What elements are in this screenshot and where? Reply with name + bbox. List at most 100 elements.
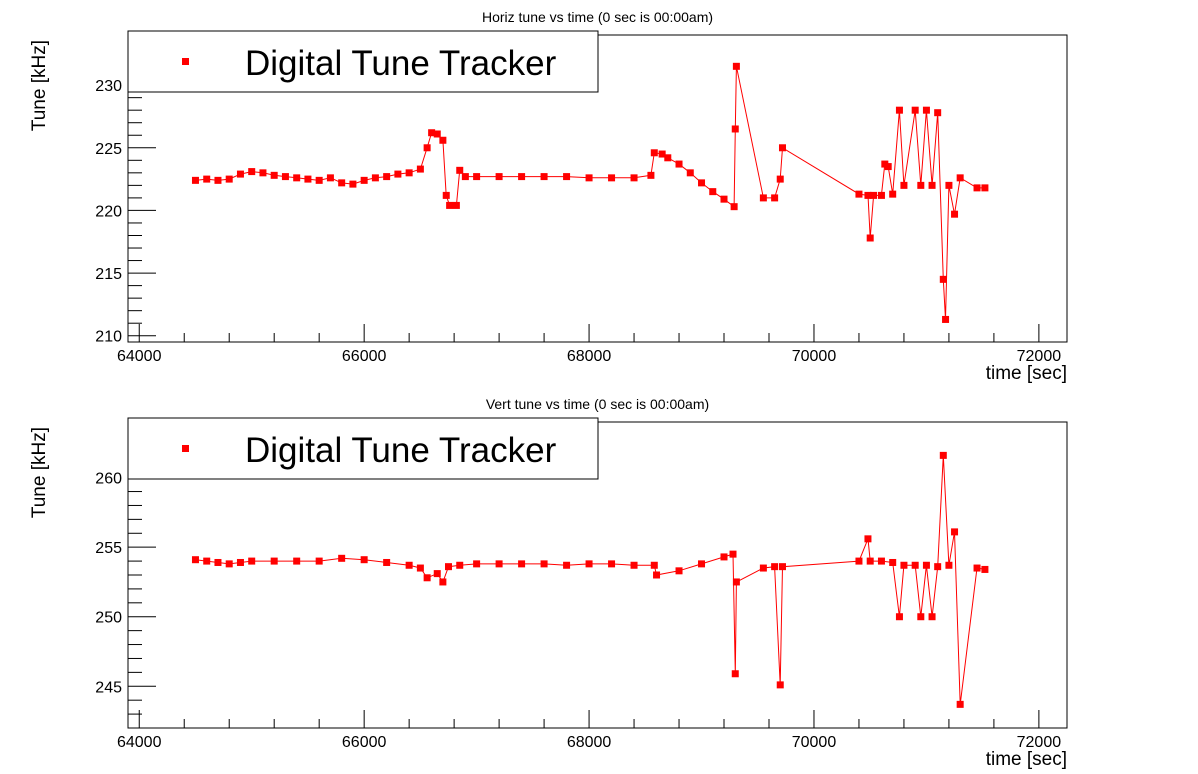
data-point bbox=[214, 558, 222, 566]
data-point bbox=[236, 558, 244, 566]
legend-marker bbox=[182, 58, 189, 65]
data-point bbox=[771, 194, 779, 202]
data-point bbox=[650, 149, 658, 157]
data-point bbox=[720, 553, 728, 561]
data-point bbox=[444, 563, 452, 571]
legend-label: Digital Tune Tracker bbox=[245, 431, 557, 470]
data-point bbox=[423, 144, 431, 152]
data-point bbox=[675, 567, 683, 575]
data-point bbox=[416, 165, 424, 173]
x-tick-label: 66000 bbox=[342, 348, 387, 365]
data-point bbox=[248, 168, 256, 176]
data-point bbox=[866, 557, 874, 565]
data-point bbox=[608, 560, 616, 568]
data-point bbox=[630, 174, 638, 182]
data-point bbox=[973, 184, 981, 192]
y-axis-label: Tune [kHz] bbox=[29, 427, 50, 518]
data-point bbox=[304, 175, 312, 183]
data-point bbox=[405, 169, 413, 177]
data-point bbox=[917, 181, 925, 189]
data-point bbox=[759, 564, 767, 572]
y-tick-label: 260 bbox=[95, 471, 122, 488]
legend-box bbox=[127, 417, 599, 480]
data-point bbox=[720, 195, 728, 203]
data-point bbox=[928, 613, 936, 621]
y-axis-label: Tune [kHz] bbox=[29, 40, 50, 131]
data-point bbox=[934, 563, 942, 571]
data-point bbox=[442, 191, 450, 199]
data-point bbox=[939, 275, 947, 283]
x-tick-label: 64000 bbox=[117, 348, 162, 365]
data-point bbox=[729, 550, 737, 558]
data-point bbox=[349, 180, 357, 188]
data-point bbox=[293, 174, 301, 182]
data-point bbox=[945, 561, 953, 569]
data-point bbox=[686, 169, 694, 177]
data-point bbox=[446, 201, 454, 209]
data-point bbox=[981, 565, 989, 573]
data-point bbox=[934, 109, 942, 117]
data-point bbox=[973, 564, 981, 572]
data-point bbox=[732, 62, 740, 70]
data-point bbox=[225, 175, 233, 183]
data-point bbox=[942, 315, 950, 323]
data-point bbox=[315, 176, 323, 184]
data-point bbox=[647, 171, 655, 179]
data-point bbox=[870, 191, 878, 199]
data-point bbox=[371, 174, 379, 182]
x-tick-label: 70000 bbox=[792, 348, 837, 365]
data-point bbox=[203, 175, 211, 183]
x-tick-label: 68000 bbox=[567, 734, 612, 751]
data-point bbox=[608, 174, 616, 182]
data-point bbox=[911, 561, 919, 569]
data-point bbox=[236, 170, 244, 178]
data-point bbox=[945, 181, 953, 189]
data-point bbox=[191, 176, 199, 184]
data-point bbox=[563, 561, 571, 569]
data-point bbox=[981, 184, 989, 192]
data-point bbox=[214, 176, 222, 184]
data-point bbox=[518, 173, 526, 181]
data-point bbox=[731, 670, 739, 678]
y-tick-label: 220 bbox=[95, 203, 122, 220]
data-point bbox=[709, 188, 717, 196]
data-point bbox=[439, 578, 447, 586]
data-point bbox=[248, 557, 256, 565]
x-tick-label: 66000 bbox=[342, 734, 387, 751]
data-point bbox=[928, 181, 936, 189]
data-point bbox=[338, 554, 346, 562]
data-point bbox=[776, 681, 784, 689]
data-point bbox=[866, 234, 874, 242]
data-point bbox=[293, 557, 301, 565]
data-point bbox=[956, 174, 964, 182]
data-point bbox=[732, 578, 740, 586]
chart-title: Horiz tune vs time (0 sec is 00:00am) bbox=[482, 9, 713, 25]
data-point bbox=[877, 191, 885, 199]
data-point bbox=[698, 560, 706, 568]
data-point bbox=[675, 160, 683, 168]
data-point bbox=[540, 173, 548, 181]
y-tick-label: 230 bbox=[95, 78, 122, 95]
data-point bbox=[585, 560, 593, 568]
y-tick-label: 215 bbox=[95, 266, 122, 283]
data-point bbox=[456, 561, 464, 569]
data-point bbox=[771, 563, 779, 571]
data-point bbox=[360, 556, 368, 564]
data-point bbox=[563, 173, 571, 181]
data-point bbox=[225, 560, 233, 568]
data-point bbox=[951, 528, 959, 536]
data-point bbox=[473, 173, 481, 181]
x-axis-label: time [sec] bbox=[986, 749, 1067, 770]
data-point bbox=[461, 173, 469, 181]
data-point bbox=[917, 613, 925, 621]
data-point bbox=[864, 535, 872, 543]
data-point bbox=[518, 560, 526, 568]
data-point bbox=[360, 176, 368, 184]
data-point bbox=[658, 150, 666, 158]
y-tick-label: 245 bbox=[95, 679, 122, 696]
data-point bbox=[191, 556, 199, 564]
data-point bbox=[956, 700, 964, 708]
data-point bbox=[922, 561, 930, 569]
data-point bbox=[731, 125, 739, 133]
data-point bbox=[939, 451, 947, 459]
